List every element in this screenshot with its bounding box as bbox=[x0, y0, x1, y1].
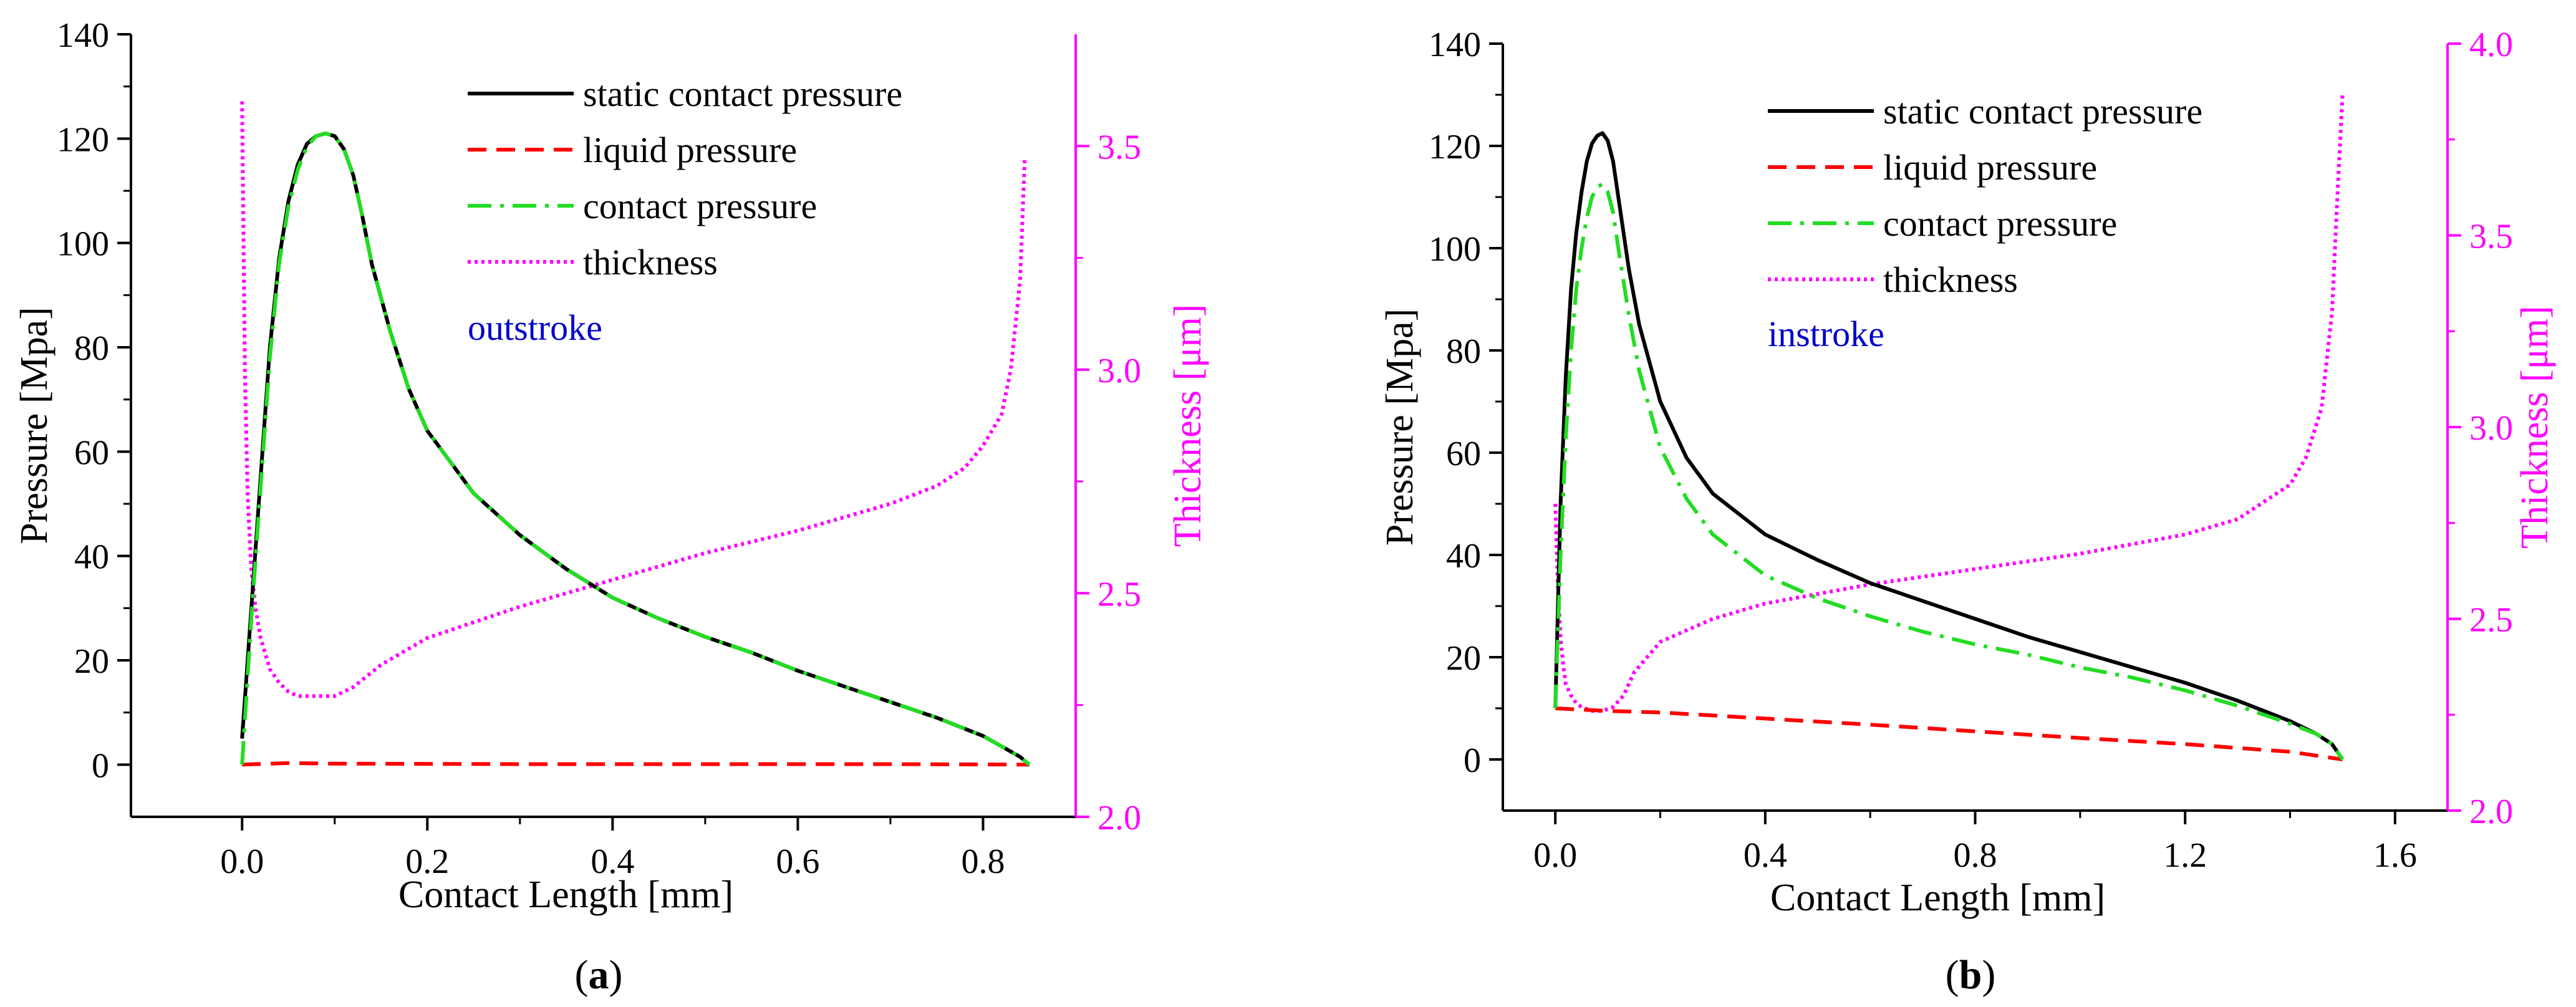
y-tick-label: 0 bbox=[92, 746, 109, 785]
x-tick-label: 0.0 bbox=[1533, 836, 1577, 875]
y2-axis-title: Thickness [μm] bbox=[2514, 306, 2556, 549]
annotation: outstroke bbox=[468, 307, 602, 348]
y-tick-label: 120 bbox=[1429, 128, 1481, 166]
y2-tick-label: 2.0 bbox=[1097, 799, 1141, 837]
x-axis-title: Contact Length [mm] bbox=[398, 874, 733, 916]
x-tick-label: 0.8 bbox=[1954, 836, 1997, 875]
y-tick-label: 20 bbox=[1446, 639, 1481, 678]
y-axis-title: Pressure [Mpa] bbox=[1379, 309, 1421, 546]
y-tick-label: 0 bbox=[1464, 741, 1481, 780]
y2-tick-label: 2.5 bbox=[1097, 575, 1141, 614]
series-line-static-contact-pressure bbox=[1553, 131, 2345, 761]
y-tick-label: 60 bbox=[1446, 435, 1481, 473]
y-tick-label: 60 bbox=[74, 433, 109, 472]
y-tick-label: 80 bbox=[1446, 332, 1481, 371]
legend-label: thickness bbox=[1883, 259, 2018, 300]
y-tick-label: 140 bbox=[57, 16, 109, 55]
y2-tick-label: 2.0 bbox=[2469, 793, 2513, 831]
x-tick-label: 1.6 bbox=[2373, 836, 2417, 875]
y-tick-label: 20 bbox=[74, 642, 109, 681]
y2-tick-label: 2.5 bbox=[2469, 601, 2513, 640]
x-tick-label: 0.6 bbox=[776, 842, 819, 881]
y2-tick-label: 4.0 bbox=[2469, 26, 2513, 64]
x-tick-label: 0.2 bbox=[405, 842, 449, 881]
y-tick-label: 40 bbox=[74, 538, 109, 577]
caption-b: (b) bbox=[1946, 952, 1996, 998]
y2-tick-label: 3.0 bbox=[2469, 409, 2513, 448]
series-line-contact-pressure bbox=[1553, 182, 2345, 761]
annotation: instroke bbox=[1768, 314, 1884, 354]
x-tick-label: 0.0 bbox=[220, 842, 264, 881]
x-tick-label: 1.2 bbox=[2163, 836, 2207, 875]
legend-label: static contact pressure bbox=[1883, 91, 2202, 132]
caption-a: (a) bbox=[575, 952, 623, 998]
x-tick-label: 0.4 bbox=[591, 842, 634, 881]
y-axis-title: Pressure [Mpa] bbox=[13, 307, 55, 544]
y2-tick-label: 3.0 bbox=[1097, 352, 1141, 390]
chart-panel-b: 0.0 0.4 0.8 1.2 1.6 0 20 40 60 80 100 120 140 2.0 2.5 3… bbox=[1379, 26, 2556, 919]
y-tick-label: 120 bbox=[57, 120, 109, 159]
series-line-liquid-pressure bbox=[242, 761, 1030, 767]
legend-label: thickness bbox=[583, 242, 718, 282]
legend-label: contact pressure bbox=[583, 186, 817, 226]
series-line-thickness bbox=[1553, 93, 2345, 713]
series-line-contact-pressure bbox=[240, 132, 1031, 766]
y2-tick-label: 3.5 bbox=[1097, 128, 1141, 166]
y-tick-label: 140 bbox=[1429, 26, 1481, 64]
legend-label: contact pressure bbox=[1883, 203, 2117, 244]
legend-label: liquid pressure bbox=[583, 130, 797, 170]
legend-label: liquid pressure bbox=[1883, 147, 2097, 188]
x-tick-label: 0.8 bbox=[961, 842, 1005, 881]
y2-axis-title: Thickness [μm] bbox=[1167, 304, 1209, 547]
y-tick-label: 100 bbox=[57, 225, 109, 264]
legend-label: static contact pressure bbox=[583, 74, 902, 114]
y2-tick-label: 3.5 bbox=[2469, 218, 2513, 256]
y-tick-label: 100 bbox=[1429, 230, 1481, 269]
x-axis-title: Contact Length [mm] bbox=[1770, 877, 2105, 919]
chart-panel-a: 0.0 0.2 0.4 0.6 0.8 0 20 40 60 80 100 120 140 2.0 2.5 3… bbox=[13, 16, 1209, 916]
x-tick-label: 0.4 bbox=[1744, 836, 1787, 875]
y-tick-label: 80 bbox=[74, 329, 109, 368]
y-tick-label: 40 bbox=[1446, 537, 1481, 576]
